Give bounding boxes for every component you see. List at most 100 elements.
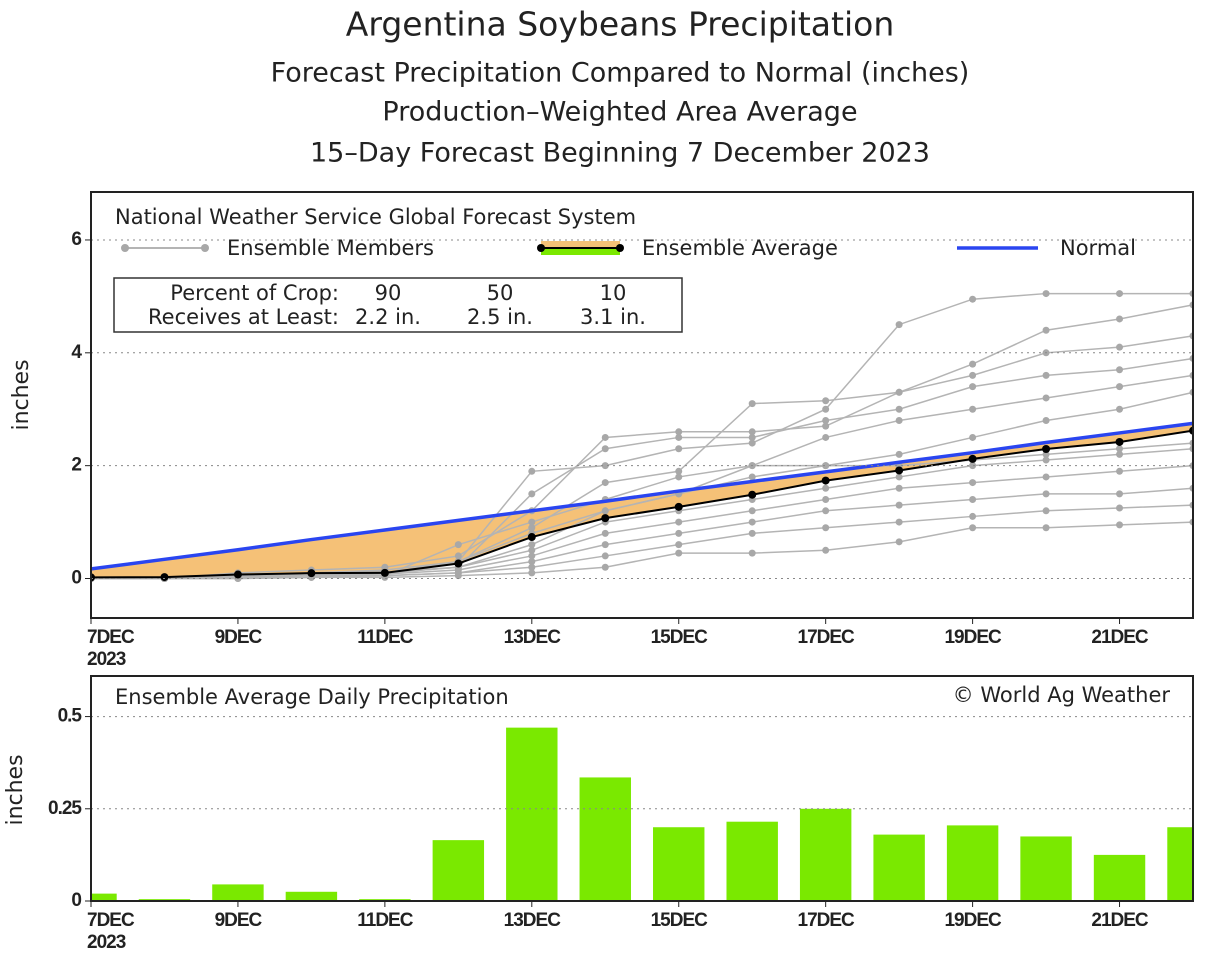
member-point [1042,371,1050,379]
average-point [454,559,463,568]
member-point [601,552,609,560]
bar [579,777,631,901]
x-tick-label: 21DEC [1091,627,1149,648]
bar [1167,827,1193,901]
member-point [748,549,756,557]
member-point [528,467,536,475]
crop-table-cell: 3.1 in. [580,305,646,329]
bar [91,893,117,901]
average-point [233,570,242,579]
member-point [748,428,756,436]
x-tick-label: 7DEC [87,910,135,931]
member-point [675,428,683,436]
member-point [895,417,903,425]
average-point [1115,437,1124,446]
normal-line [91,421,1193,571]
y-tick-label: 0 [71,568,81,589]
bar [726,821,778,901]
plot-frame [90,191,1194,619]
member-point [675,473,683,481]
y-axis-label: inches [3,754,28,825]
credit: © World Ag Weather [953,683,1171,707]
average-point [895,466,904,475]
legend-swatch [537,244,545,252]
crop-table-box [113,277,683,333]
member-point [601,445,609,453]
x-tick-label: 17DEC [798,910,856,931]
member-point [601,479,609,487]
member-point [969,479,977,487]
bar [432,840,485,901]
x-tick-label: 21DEC [1091,910,1149,931]
member-point [1116,366,1124,374]
member-line [91,442,1193,580]
legend-swatch [541,248,620,255]
bar [873,834,925,901]
member-point [1042,473,1050,481]
member-point [969,371,977,379]
member-point [822,462,830,470]
member-point [1042,450,1050,458]
x-tick-label: 15DEC [651,627,709,648]
member-point [601,462,609,470]
member-point [1116,490,1124,498]
member-point [454,572,462,580]
bar [1020,836,1072,901]
chart-subtitle: Forecast Precipitation Compared to Norma… [271,58,970,89]
member-point [601,563,609,571]
chart-subtitle: Production–Weighted Area Average [382,97,857,128]
x-tick-label: 9DEC [215,627,263,648]
member-point [822,507,830,515]
member-point [601,529,609,537]
member-point [1116,315,1124,323]
member-point [895,484,903,492]
member-point [675,433,683,441]
member-point [1042,456,1050,464]
member-point [895,518,903,526]
x-tick-label: 11DEC [357,627,413,648]
plot-area [91,727,1193,901]
x-tick-label: 17DEC [798,627,856,648]
average-point [968,454,977,463]
legend-swatch [201,244,209,252]
member-point [1042,490,1050,498]
x-tick-label: 9DEC [215,910,263,931]
member-point [528,563,536,571]
bar [212,884,264,901]
average-line [91,429,1193,579]
member-point [969,383,977,391]
member-point [1116,290,1124,298]
crop-table-cell: 90 [375,281,402,305]
average-point [821,476,830,485]
member-point [1116,343,1124,351]
bar [653,827,705,901]
member-point [1116,445,1124,453]
member-point [748,529,756,537]
member-point [528,541,536,549]
member-point [748,507,756,515]
member-point [822,417,830,425]
x-year-label: 2023 [87,649,126,670]
legend-title: National Weather Service Global Forecast… [115,205,636,229]
member-point [822,546,830,554]
member-point [1042,290,1050,298]
member-point [895,501,903,509]
member-point [822,433,830,441]
member-point [675,445,683,453]
member-point [528,490,536,498]
x-tick-label: 7DEC [87,627,135,648]
member-point [895,321,903,329]
member-point [1042,507,1050,515]
legend-swatch [541,241,620,248]
y-tick-label: 6 [71,229,81,250]
member-line [91,521,1193,580]
plot-frame [90,675,1194,902]
member-point [1116,521,1124,529]
member-point [1116,467,1124,475]
deficit-fill [91,423,1193,578]
member-point [1042,394,1050,402]
average-point [601,514,610,523]
member-point [822,405,830,413]
y-tick-label: 4 [71,342,82,363]
crop-table-cell: 2.5 in. [467,305,533,329]
